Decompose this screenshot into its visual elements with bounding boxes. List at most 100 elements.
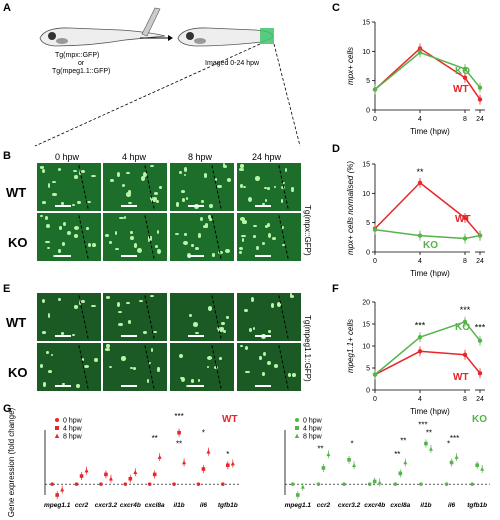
- point-0-hpw: [50, 482, 54, 486]
- data-point-ko: [417, 50, 423, 55]
- scale-bar: [55, 335, 71, 337]
- point-0-hpw: [393, 482, 398, 486]
- panel-label-g: G: [3, 403, 12, 415]
- cell-spot: [50, 353, 53, 357]
- cell-spot: [280, 226, 284, 230]
- cell-spot: [181, 198, 185, 202]
- legend-label: 8 hpw: [303, 434, 323, 441]
- cell-spot: [75, 383, 81, 389]
- cell-spot: [178, 353, 184, 359]
- cell-spot: [109, 178, 115, 183]
- cell-spot: [47, 370, 53, 373]
- cell-spot: [114, 247, 120, 250]
- cell-spot: [214, 177, 218, 181]
- point-8-hpw: [182, 460, 187, 465]
- cell-spot: [47, 313, 50, 318]
- category-label: il6: [200, 502, 208, 509]
- cell-spot: [143, 172, 148, 177]
- point-0-hpw: [470, 482, 474, 486]
- point-8-hpw: [352, 463, 357, 468]
- significance-mark: *: [202, 428, 205, 437]
- cell-spot: [226, 316, 229, 319]
- cell-spot: [281, 181, 286, 185]
- x-axis-label: Time (hpw): [410, 269, 450, 278]
- x-tick-label: 8: [463, 396, 467, 403]
- panel-label-f: F: [332, 283, 339, 295]
- point-0-hpw: [444, 482, 449, 486]
- time-label-4: 4 hpw: [122, 152, 147, 162]
- point-8-hpw: [206, 449, 211, 454]
- cell-spot: [81, 357, 85, 361]
- cell-spot: [45, 240, 51, 244]
- legend-label: 4 hpw: [303, 426, 323, 433]
- cell-spot: [189, 313, 193, 318]
- point-8-hpw: [480, 466, 485, 471]
- category-label: tgfb1b: [467, 502, 487, 509]
- significance-mark: **: [176, 439, 182, 448]
- cell-spot: [45, 223, 51, 229]
- data-point-ko: [372, 87, 378, 92]
- x-tick-label: 4: [418, 396, 422, 403]
- cell-spot: [87, 243, 91, 247]
- cell-spot: [62, 242, 65, 247]
- cell-spot: [118, 322, 123, 326]
- cell-spot: [120, 356, 126, 361]
- cell-spot: [41, 331, 46, 334]
- cell-spot: [143, 330, 147, 334]
- cell-spot: [222, 163, 225, 166]
- point-8-hpw: [133, 470, 138, 475]
- point-8-hpw: [428, 446, 433, 451]
- category-label: cxcr3.2: [338, 502, 361, 509]
- point-4-hpw: [475, 463, 479, 468]
- cell-spot: [57, 298, 62, 302]
- side-label-e: Tg(mpeg1.1::GFP): [303, 315, 312, 382]
- point-0-hpw: [419, 482, 423, 486]
- cell-spot: [197, 378, 201, 382]
- scale-bar: [255, 335, 271, 337]
- cell-spot: [74, 225, 80, 230]
- chart-title: KO: [472, 414, 487, 425]
- point-0-hpw: [291, 482, 295, 486]
- cell-spot: [148, 235, 152, 238]
- cell-spot: [208, 215, 211, 219]
- cell-spot: [266, 186, 270, 190]
- cell-spot: [213, 366, 218, 370]
- point-4-hpw: [449, 460, 454, 465]
- data-point-ko: [417, 335, 423, 340]
- x-axis-label: Time (hpw): [410, 127, 450, 136]
- scale-bar: [255, 205, 271, 207]
- cell-spot: [81, 169, 86, 174]
- point-8-hpw: [108, 476, 113, 481]
- cell-spot: [157, 366, 160, 372]
- panel-label-d: D: [332, 143, 340, 155]
- cell-spot: [238, 250, 243, 255]
- micrograph-wt-1: [103, 163, 167, 211]
- category-label: cxcr4b: [120, 502, 141, 509]
- y-tick-label: 10: [362, 344, 370, 351]
- panel-a-line3: Tg(mpeg1.1::GFP): [52, 68, 111, 75]
- category-label: il1b: [420, 502, 431, 509]
- cell-spot: [219, 357, 223, 360]
- cell-spot: [174, 233, 180, 236]
- data-point-wt: [477, 97, 483, 102]
- x-tick-label: 0: [373, 116, 377, 123]
- cell-spot: [148, 239, 151, 243]
- cell-spot: [43, 382, 46, 387]
- y-tick-label: 15: [362, 162, 370, 169]
- x-tick-label: 4: [418, 258, 422, 265]
- micrograph-wt-0: [37, 163, 101, 211]
- time-label-8: 8 hpw: [188, 152, 213, 162]
- x-tick-label: 0: [373, 258, 377, 265]
- category-label: cxcl8a: [145, 502, 165, 509]
- cell-spot: [203, 173, 208, 178]
- cell-spot: [289, 295, 294, 298]
- cell-spot: [181, 376, 185, 382]
- micrograph-ko-0: [37, 343, 101, 391]
- cell-spot: [61, 202, 65, 205]
- amputation-line: [144, 215, 155, 259]
- cell-spot: [217, 326, 221, 330]
- x-tick-label: 4: [418, 116, 422, 123]
- cell-spot: [125, 302, 131, 305]
- scale-bar: [188, 385, 204, 387]
- cell-spot: [104, 233, 109, 238]
